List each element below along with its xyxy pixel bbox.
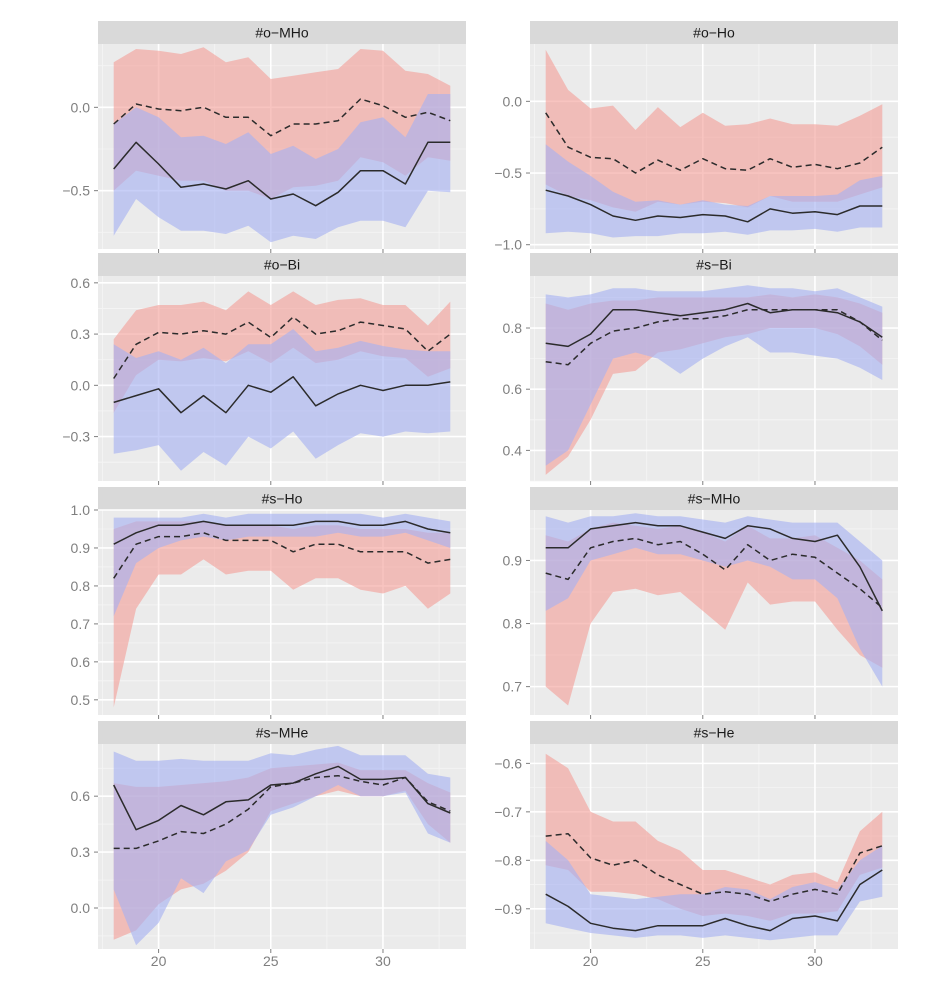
ribbon-dashed-interval — [545, 49, 883, 212]
y-tick-label: −0.8 — [494, 852, 522, 868]
series-line-dashed — [113, 316, 451, 379]
series-line-solid — [545, 302, 883, 348]
facet-panel: #s−Ho1.00.90.80.70.60.5202530 — [71, 487, 466, 735]
y-tick-label: −1.0 — [494, 237, 522, 253]
y-tick-label: 0.9 — [71, 540, 91, 556]
y-tick-label: 0.7 — [503, 679, 523, 695]
series-line-solid — [545, 189, 883, 223]
series-line-dashed — [545, 112, 883, 174]
y-tick-label: −0.9 — [494, 901, 522, 917]
x-tick-label: 20 — [151, 953, 167, 969]
x-tick-label: 20 — [583, 953, 599, 969]
series-line-dashed — [113, 774, 451, 850]
y-tick-label: −0.5 — [62, 183, 90, 199]
facet-strip — [530, 21, 898, 44]
y-tick-label: 0.6 — [71, 275, 91, 291]
y-tick-label: 0.7 — [71, 616, 91, 632]
y-tick-label: 0.8 — [71, 578, 91, 594]
ribbon-solid-interval — [113, 745, 451, 946]
ribbon-solid-interval — [113, 513, 451, 617]
series-line-dashed — [545, 308, 883, 366]
series-line-solid — [545, 521, 883, 612]
facet-title: #o−Ho — [693, 25, 735, 41]
y-tick-label: 0.0 — [71, 99, 91, 115]
facet-strip — [98, 253, 466, 276]
series-line-solid — [113, 765, 451, 831]
y-tick-label: 0.4 — [503, 442, 523, 458]
facet-panel: #s−MHe 0.6 0.3 0.0 20 25 30 — [71, 721, 466, 969]
series-line-dashed — [113, 532, 451, 579]
facet-strip — [530, 721, 898, 744]
facet-strip — [530, 487, 898, 510]
ribbon-solid-interval — [545, 285, 883, 466]
series-line-dashed — [113, 98, 451, 137]
series-line-solid — [113, 141, 451, 207]
facet-title: #s−Ho — [262, 491, 303, 507]
y-tick-label: −0.7 — [494, 804, 522, 820]
series-line-solid — [113, 520, 451, 545]
y-tick-label: 0.6 — [503, 381, 523, 397]
y-tick-label: 0.6 — [71, 654, 91, 670]
x-tick-label: 30 — [807, 953, 823, 969]
y-tick-label: 0.8 — [503, 616, 523, 632]
y-tick-label: 0.3 — [71, 326, 91, 342]
y-tick-label: 1.0 — [71, 502, 91, 518]
y-tick-label: 0.0 — [503, 93, 523, 109]
ribbon-solid-interval — [545, 840, 883, 941]
ribbon-dashed-interval — [113, 521, 451, 708]
facet-title: #s−Bi — [696, 257, 731, 273]
facet-title: #s−MHe — [256, 725, 309, 741]
y-tick-label: −0.3 — [62, 429, 90, 445]
facet-title: #s−MHo — [688, 491, 741, 507]
y-tick-label: 0.0 — [71, 900, 91, 916]
series-line-solid — [113, 376, 451, 414]
facet-strip — [98, 21, 466, 44]
facet-title: #o−MHo — [255, 25, 309, 41]
x-tick-label: 25 — [263, 953, 279, 969]
series-line-dashed — [545, 832, 883, 903]
facet-title: #o−Bi — [264, 257, 300, 273]
ribbon-solid-interval — [113, 329, 451, 471]
facet-panel: #s−He −0.6 −0.7 −0.8 −0.9 20 25 30 — [494, 721, 898, 969]
facet-panel: #s−Bi0.80.60.4202530 — [503, 253, 898, 501]
ribbon-solid-interval — [113, 94, 451, 243]
y-tick-label: −0.6 — [494, 755, 522, 771]
facet-panel: #o−Bi0.60.30.0−0.3202530 — [62, 253, 466, 501]
y-tick-label: −0.5 — [494, 165, 522, 181]
x-tick-label: 25 — [695, 953, 711, 969]
x-tick-label: 30 — [375, 953, 391, 969]
y-tick-label: 0.0 — [71, 377, 91, 393]
y-tick-label: 0.8 — [503, 320, 523, 336]
series-line-solid — [545, 869, 883, 932]
facet-strip — [98, 487, 466, 510]
series-line-dashed — [545, 537, 883, 609]
y-tick-label: 0.5 — [71, 692, 91, 708]
facet-strip — [98, 721, 466, 744]
y-tick-label: 0.6 — [71, 788, 91, 804]
ribbon-solid-interval — [545, 513, 883, 687]
facet-strip — [530, 253, 898, 276]
ribbon-dashed-interval — [545, 753, 883, 921]
y-tick-label: 0.3 — [71, 844, 91, 860]
y-tick-label: 0.9 — [503, 552, 523, 568]
ribbon-solid-interval — [545, 144, 883, 238]
facet-title: #s−He — [694, 725, 735, 741]
